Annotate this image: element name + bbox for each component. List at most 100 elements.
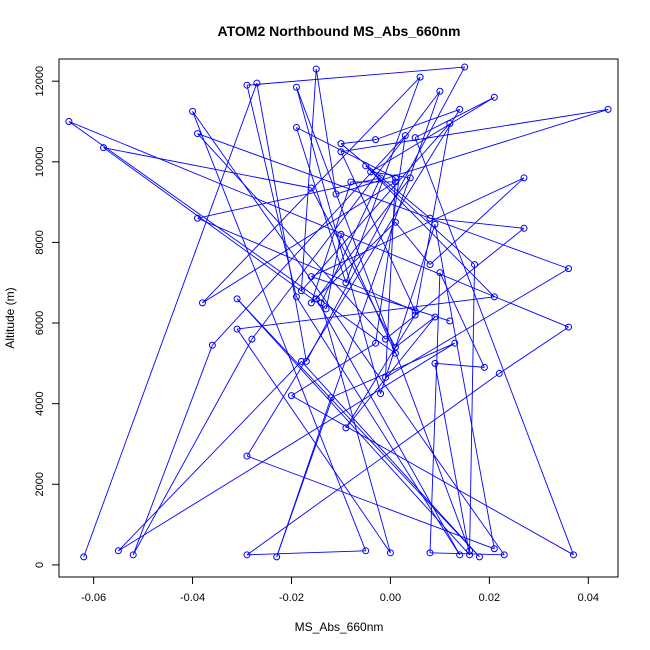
data-point bbox=[337, 148, 345, 156]
y-axis-label: Altitude (m) bbox=[3, 287, 17, 348]
series-segment bbox=[197, 133, 386, 340]
series-segment bbox=[246, 66, 465, 86]
x-tick-label: -0.02 bbox=[279, 592, 304, 604]
series-segment bbox=[301, 123, 451, 292]
data-point bbox=[490, 545, 498, 553]
data-point bbox=[194, 130, 202, 138]
data-point bbox=[466, 547, 474, 555]
series-segment bbox=[103, 147, 327, 310]
data-point bbox=[327, 394, 335, 402]
series-segment bbox=[385, 268, 569, 378]
series-segment bbox=[132, 338, 253, 556]
data-point bbox=[194, 214, 202, 222]
y-tick-label: 8000 bbox=[34, 230, 46, 254]
series-segment bbox=[236, 298, 480, 558]
series-segment bbox=[434, 363, 471, 555]
data-point bbox=[391, 343, 399, 351]
series-segment bbox=[310, 221, 396, 304]
data-point bbox=[129, 551, 137, 559]
series-segment bbox=[301, 361, 480, 558]
series-segment bbox=[296, 127, 396, 179]
data-point bbox=[347, 178, 355, 186]
series-segment bbox=[320, 177, 381, 304]
data-point bbox=[475, 553, 483, 561]
data-point bbox=[446, 317, 454, 325]
data-point bbox=[342, 424, 350, 432]
data-point bbox=[446, 119, 454, 127]
data-point bbox=[243, 452, 251, 460]
series-segment bbox=[315, 177, 411, 300]
y-tick-label: 6000 bbox=[34, 311, 46, 335]
data-point bbox=[307, 299, 315, 307]
series-layer bbox=[65, 63, 612, 561]
data-point bbox=[292, 83, 300, 91]
data-point bbox=[248, 335, 256, 343]
data-point bbox=[456, 551, 464, 559]
data-point bbox=[466, 551, 474, 559]
data-point bbox=[302, 357, 310, 365]
data-point bbox=[490, 93, 498, 101]
series-segment bbox=[118, 361, 302, 552]
series-segment bbox=[395, 316, 436, 348]
series-segment bbox=[429, 217, 525, 229]
series-segment bbox=[256, 83, 307, 362]
data-point bbox=[307, 273, 315, 281]
series-segment bbox=[320, 302, 391, 553]
data-point bbox=[312, 295, 320, 303]
series-segment bbox=[414, 137, 574, 555]
data-point bbox=[381, 373, 389, 381]
y-tick-label: 4000 bbox=[34, 391, 46, 415]
data-point bbox=[337, 230, 345, 238]
data-point bbox=[208, 341, 216, 349]
plot-frame bbox=[58, 58, 619, 578]
data-point bbox=[500, 551, 508, 559]
series-segment bbox=[132, 345, 213, 555]
data-point bbox=[80, 553, 88, 561]
series-segment bbox=[237, 296, 495, 330]
data-point bbox=[520, 174, 528, 182]
data-point bbox=[198, 299, 206, 307]
series-segment bbox=[246, 550, 366, 556]
data-point bbox=[451, 339, 459, 347]
data-point bbox=[411, 134, 419, 142]
data-point bbox=[381, 335, 389, 343]
data-point bbox=[377, 390, 385, 398]
x-tick-label: -0.04 bbox=[180, 592, 205, 604]
series-segment bbox=[315, 69, 337, 195]
series-segment bbox=[246, 373, 500, 556]
data-point bbox=[431, 313, 439, 321]
y-tick-label: 10000 bbox=[34, 146, 46, 177]
x-tick-label: 0.04 bbox=[578, 592, 599, 604]
series-segment bbox=[469, 264, 475, 551]
data-point bbox=[297, 357, 305, 365]
x-tick-label: -0.06 bbox=[81, 592, 106, 604]
data-point bbox=[461, 63, 469, 71]
series-segment bbox=[311, 177, 525, 278]
series-segment bbox=[315, 298, 461, 556]
data-point bbox=[411, 311, 419, 319]
series-segment bbox=[236, 328, 391, 554]
data-point bbox=[436, 269, 444, 277]
data-point bbox=[243, 551, 251, 559]
data-point bbox=[233, 325, 241, 333]
series-segment bbox=[246, 455, 495, 550]
series-segment bbox=[103, 147, 312, 189]
data-point bbox=[391, 218, 399, 226]
data-point bbox=[565, 323, 573, 331]
series-segment bbox=[296, 127, 347, 283]
data-point bbox=[490, 293, 498, 301]
series-segment bbox=[246, 109, 461, 457]
series-segment bbox=[192, 111, 367, 551]
data-point bbox=[243, 81, 251, 89]
data-point bbox=[114, 547, 122, 555]
data-point bbox=[520, 224, 528, 232]
series-segment bbox=[300, 69, 317, 291]
y-tick-label: 12000 bbox=[34, 66, 46, 97]
series-segment bbox=[276, 91, 441, 557]
data-point bbox=[317, 299, 325, 307]
data-point bbox=[416, 73, 424, 81]
series-segment bbox=[202, 181, 396, 304]
data-point bbox=[322, 305, 330, 313]
series-segment bbox=[340, 143, 431, 219]
